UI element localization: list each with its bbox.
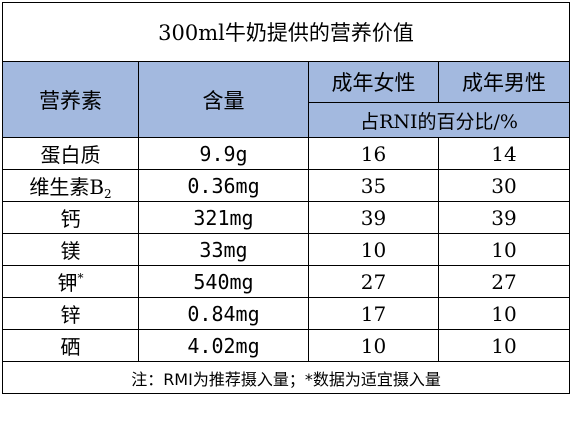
cell-male-percent: 10: [437, 297, 571, 330]
cell-nutrient: 锌: [2, 297, 139, 330]
cell-nutrient: 硒: [2, 329, 139, 362]
cell-female-percent: 35: [308, 169, 439, 202]
cell-female-percent: 27: [308, 265, 439, 298]
header-male: 成年男性: [437, 61, 571, 103]
table-row: 镁 33mg 10 10: [2, 233, 571, 266]
cell-male-percent: 14: [437, 137, 571, 170]
header-female: 成年女性: [308, 61, 439, 103]
cell-amount: 4.02mg: [138, 329, 309, 362]
table-row: 钙 321mg 39 39: [2, 201, 571, 234]
header-nutrient: 营养素: [2, 61, 139, 138]
cell-amount: 540mg: [138, 265, 309, 298]
table-row: 硒 4.02mg 10 10: [2, 329, 571, 362]
cell-nutrient: 蛋白质: [2, 137, 139, 170]
cell-nutrient: 钙: [2, 201, 139, 234]
cell-female-percent: 10: [308, 233, 439, 266]
cell-nutrient: 维生素B2: [2, 169, 139, 202]
subscript: 2: [104, 186, 112, 201]
cell-amount: 0.84mg: [138, 297, 309, 330]
table-body: 蛋白质 9.9g 16 14 维生素B2 0.36mg 35 30 钙 321mg 39 39 镁 33m…: [2, 137, 571, 362]
superscript: *: [77, 271, 84, 285]
header-amount: 含量: [138, 61, 309, 138]
cell-nutrient: 镁: [2, 233, 139, 266]
cell-amount: 33mg: [138, 233, 309, 266]
table-row: 锌 0.84mg 17 10: [2, 297, 571, 330]
cell-amount: 321mg: [138, 201, 309, 234]
header-rni-percent: 占RNI的百分比/%: [307, 102, 571, 138]
table-row: 蛋白质 9.9g 16 14: [2, 137, 571, 170]
cell-female-percent: 17: [308, 297, 439, 330]
cell-amount: 0.36mg: [138, 169, 309, 202]
cell-female-percent: 16: [308, 137, 439, 170]
table-row: 维生素B2 0.36mg 35 30: [2, 169, 571, 202]
cell-male-percent: 10: [437, 233, 571, 266]
table-row: 钾* 540mg 27 27: [2, 265, 571, 298]
cell-male-percent: 27: [437, 265, 571, 298]
cell-nutrient: 钾*: [2, 265, 139, 298]
table-footnote: 注：RMI为推荐摄入量；*数据为适宜摄入量: [1, 361, 571, 394]
cell-amount: 9.9g: [138, 137, 309, 170]
nutrition-table: 300ml牛奶提供的营养价值 营养素 含量 成年女性 成年男性 占RNI的百分比…: [1, 2, 571, 394]
cell-female-percent: 10: [308, 329, 439, 362]
cell-male-percent: 39: [437, 201, 571, 234]
table-title: 300ml牛奶提供的营养价值: [1, 2, 571, 62]
cell-male-percent: 10: [437, 329, 571, 362]
cell-female-percent: 39: [308, 201, 439, 234]
cell-male-percent: 30: [437, 169, 571, 202]
